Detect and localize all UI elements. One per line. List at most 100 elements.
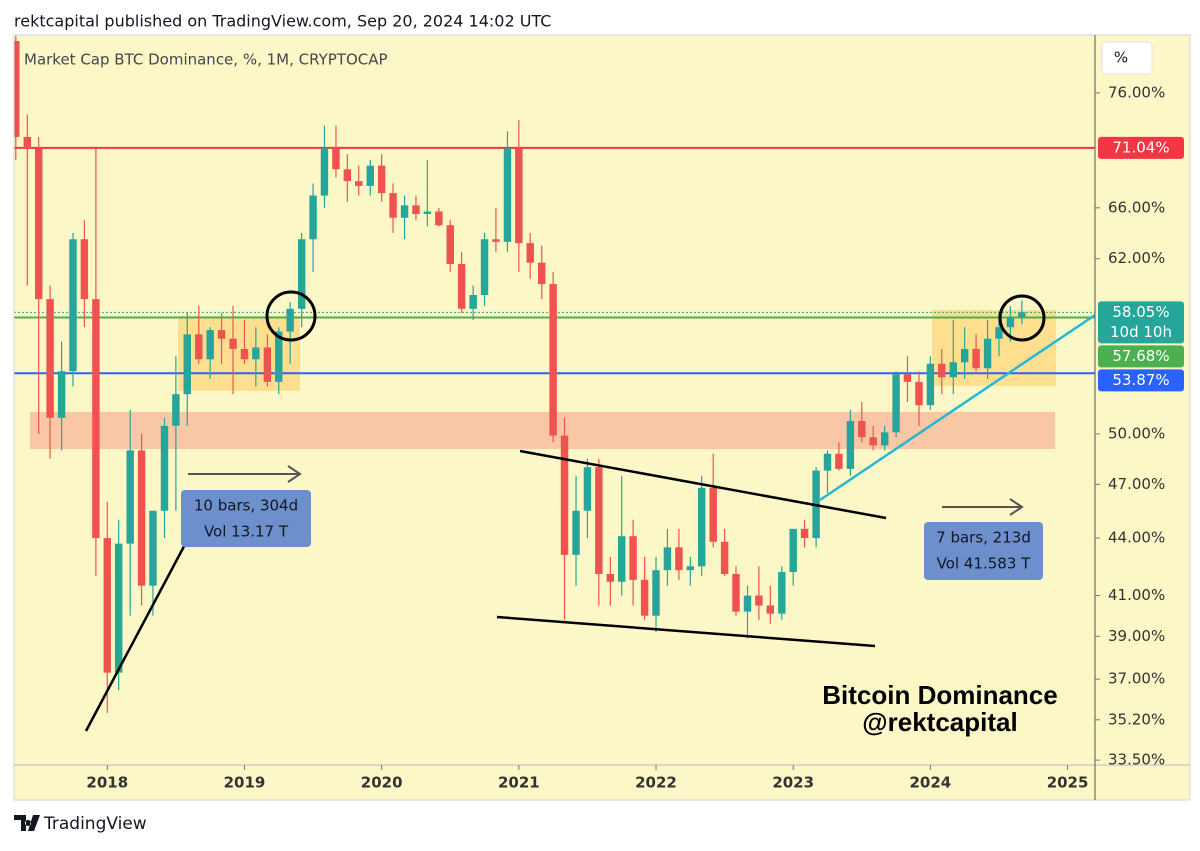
candle [355, 165, 363, 196]
candle [583, 458, 592, 539]
candle [800, 519, 809, 548]
candle-body [320, 148, 329, 196]
measure-label: 10 bars, 304d [194, 497, 298, 515]
candle [572, 475, 580, 586]
candle [618, 475, 626, 596]
candle-body [503, 148, 512, 242]
candle [137, 433, 146, 606]
x-tick-label: 2024 [910, 774, 952, 792]
candle-body [846, 421, 855, 469]
candle-body [366, 165, 374, 186]
highlight-circle [998, 294, 1046, 342]
candle [389, 183, 397, 233]
candle-body [343, 169, 352, 182]
candle [526, 232, 534, 279]
candle-body [526, 243, 534, 263]
candle-body [149, 510, 157, 586]
candle [446, 220, 454, 272]
x-tick-label: 2018 [86, 774, 128, 792]
candle-body [880, 432, 889, 446]
y-tick-label: 50.00% [1108, 424, 1165, 442]
candle-body [309, 195, 317, 240]
y-tick-label: 39.00% [1108, 627, 1165, 645]
candle-body [252, 347, 260, 360]
candle-body [400, 205, 409, 218]
candle [46, 285, 54, 459]
candle-body [92, 299, 100, 539]
candle-body [618, 536, 626, 582]
measure-box [181, 490, 311, 547]
x-tick-label: 2020 [361, 774, 403, 792]
candle-body [23, 136, 32, 149]
candle-body [629, 536, 637, 580]
candle-body [469, 294, 477, 309]
plot: 10 bars, 304d Vol 13.17 T 7 bars, 213d Vol … [14, 35, 1095, 737]
x-tick-label: 2025 [1047, 774, 1089, 792]
candle-body [926, 363, 935, 406]
candle [320, 125, 329, 208]
candle-body [183, 334, 191, 395]
candle-body [229, 338, 237, 349]
price-label: 53.87% [1112, 371, 1169, 389]
candle [835, 442, 843, 471]
candle-body [480, 239, 489, 295]
candle [755, 566, 763, 620]
candle-body [720, 541, 729, 575]
candle [938, 348, 946, 395]
price-label: 71.04% [1112, 138, 1169, 156]
price-label-box [1098, 369, 1184, 392]
candle [606, 556, 615, 606]
candle-body [389, 193, 397, 218]
candle [400, 195, 409, 240]
x-tick-label: 2023 [772, 774, 814, 792]
candle [286, 301, 294, 364]
candle [926, 356, 935, 410]
candle-body [297, 239, 306, 309]
candle [240, 320, 249, 364]
candle-body [686, 566, 695, 571]
candle [983, 320, 992, 379]
candle [1018, 300, 1026, 325]
trendline [819, 313, 1095, 502]
y-tick-label: 66.00% [1108, 198, 1165, 216]
candle [560, 417, 569, 620]
candle [846, 409, 855, 476]
candle-body [240, 348, 249, 360]
candle-body [412, 205, 420, 215]
candle [263, 334, 272, 387]
candle-body [949, 362, 958, 378]
candle-body [515, 148, 523, 244]
candle [732, 566, 740, 616]
y-tick-label: 76.00% [1108, 83, 1165, 101]
candle [949, 320, 958, 395]
candle-body [126, 450, 134, 544]
candle-body [275, 331, 283, 382]
candle-body [195, 334, 203, 360]
candle [915, 371, 923, 426]
candle [663, 528, 672, 586]
candle [69, 232, 77, 387]
price-label-box [1098, 301, 1184, 344]
trendline [519, 449, 887, 520]
candle-body [663, 547, 672, 571]
y-tick-label: 47.00% [1108, 475, 1165, 493]
candle [697, 475, 706, 576]
candle-body [606, 574, 615, 582]
candle [160, 417, 169, 539]
candle [275, 327, 283, 395]
candle-body [766, 605, 775, 614]
measure-label: Vol 41.583 T [937, 555, 1031, 573]
candle-body [206, 330, 214, 360]
candle [34, 136, 43, 434]
trendline [84, 534, 192, 732]
candle [960, 327, 969, 379]
header: rektcapital published on TradingView.com… [14, 12, 551, 31]
candle-body [789, 528, 797, 573]
candle [206, 327, 214, 379]
x-tick-label: 2022 [635, 774, 677, 792]
candle-body [709, 487, 717, 542]
candle [80, 220, 89, 328]
candle-body [892, 374, 900, 433]
candle [743, 585, 752, 639]
candle [675, 528, 683, 580]
